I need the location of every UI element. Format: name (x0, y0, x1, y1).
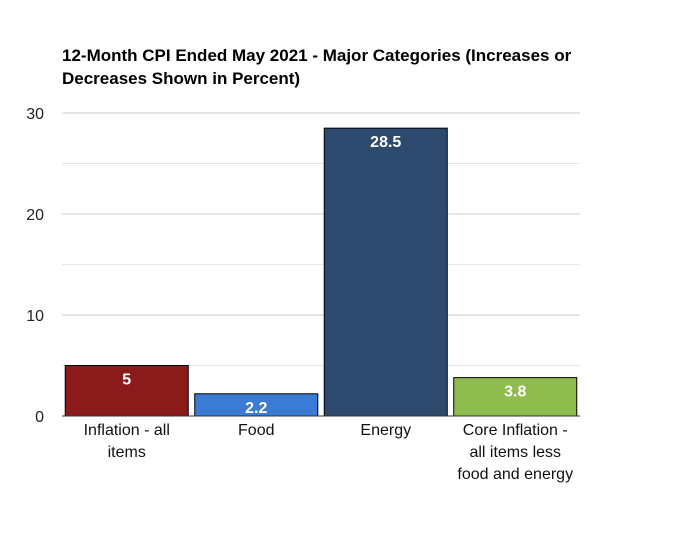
y-tick-label: 0 (35, 409, 44, 426)
data-label: 2.2 (245, 400, 267, 417)
bar (453, 377, 578, 417)
bars (64, 127, 578, 417)
x-category-label: Inflation - all items (83, 422, 170, 461)
y-axis-ticks: 0 10 20 30 (26, 106, 44, 426)
data-label: 3.8 (504, 384, 526, 401)
x-category-label: Core Inflation - all items less food and… (457, 422, 574, 483)
x-category-label: Energy (360, 422, 412, 439)
bar (64, 365, 189, 417)
y-tick-label: 10 (26, 308, 44, 325)
data-label: 5 (122, 372, 131, 389)
chart-title: 12-Month CPI Ended May 2021 - Major Cate… (62, 46, 572, 88)
y-tick-label: 20 (26, 207, 44, 224)
data-labels: 5 2.2 28.5 3.8 (122, 134, 526, 417)
x-category-label: Food (238, 422, 275, 439)
y-tick-label: 30 (26, 106, 44, 123)
data-label: 28.5 (370, 134, 401, 151)
bar (323, 127, 448, 417)
